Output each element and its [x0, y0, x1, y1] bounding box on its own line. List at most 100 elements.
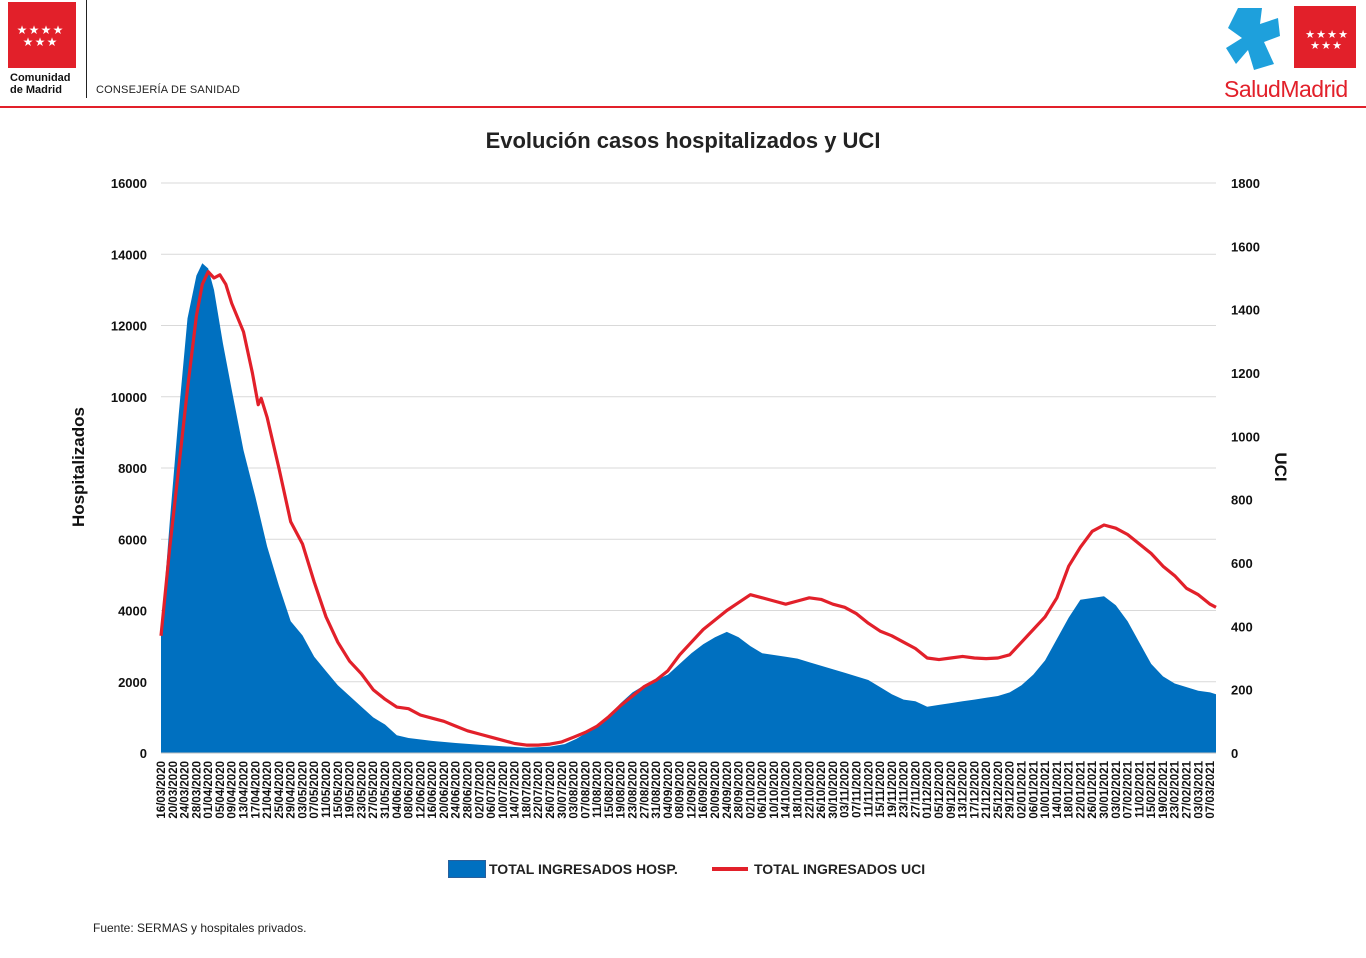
x-tick-label: 09/04/2020	[227, 761, 239, 819]
x-tick-label: 17/12/2020	[969, 761, 981, 819]
y-axis-left: 0 2000 4000 6000 8000 10000 12000 14000 16000	[111, 176, 147, 761]
brand-name: SaludMadrid	[1224, 76, 1348, 102]
y-tick-label-left: 4000	[118, 604, 147, 619]
svg-text:★: ★	[17, 23, 28, 37]
svg-text:★: ★	[35, 35, 46, 49]
x-tick-label: 10/10/2020	[769, 761, 781, 819]
x-tick-label: 07/08/2020	[580, 761, 592, 819]
comunidad-madrid-logo: ★ ★ ★ ★ ★ ★ ★ Comunidad de Madrid	[8, 2, 88, 102]
y-tick-label-right: 600	[1231, 556, 1253, 571]
x-tick-label: 25/04/2020	[274, 761, 286, 819]
x-tick-label: 28/09/2020	[734, 761, 746, 819]
hosp-area-layer	[161, 263, 1216, 753]
y-tick-label-right: 200	[1231, 683, 1253, 698]
svg-text:★: ★	[1327, 28, 1337, 41]
y-tick-label-left: 2000	[118, 675, 147, 690]
x-tick-label: 26/07/2020	[545, 761, 557, 819]
legend-label-uci: TOTAL INGRESADOS UCI	[754, 861, 926, 877]
svg-text:★: ★	[1338, 28, 1348, 41]
x-tick-label: 03/02/2021	[1111, 760, 1123, 818]
x-tick-label: 27/02/2021	[1182, 760, 1194, 818]
x-tick-label: 14/01/2021	[1052, 760, 1064, 818]
x-tick-label: 06/10/2020	[757, 761, 769, 819]
x-tick-label: 07/03/2021	[1205, 760, 1217, 818]
svg-text:★: ★	[1316, 28, 1326, 41]
x-tick-label: 23/05/2020	[356, 761, 368, 819]
x-tick-label: 03/03/2021	[1193, 760, 1205, 818]
source-note: Fuente: SERMAS y hospitales privados.	[93, 921, 307, 935]
x-tick-label: 13/04/2020	[239, 761, 251, 819]
x-tick-label: 07/02/2021	[1123, 760, 1135, 818]
x-tick-label: 31/08/2020	[651, 761, 663, 819]
x-tick-label: 03/11/2020	[840, 761, 852, 818]
x-tick-label: 03/05/2020	[298, 761, 310, 819]
x-tick-label: 28/03/2020	[191, 761, 203, 819]
uci-line	[159, 270, 1217, 747]
x-tick-label: 11/05/2020	[321, 761, 333, 818]
header-red-line	[0, 106, 1366, 108]
x-tick-label: 02/10/2020	[745, 761, 757, 819]
x-tick-label: 02/01/2021	[1017, 760, 1029, 818]
x-tick-label: 26/01/2021	[1087, 760, 1099, 818]
svg-text:★: ★	[1310, 39, 1320, 52]
x-tick-label: 10/01/2021	[1040, 760, 1052, 818]
x-tick-label: 09/12/2020	[946, 761, 958, 819]
x-tick-label: 07/05/2020	[309, 761, 321, 819]
y-tick-label-right: 1000	[1231, 429, 1260, 444]
x-tick-label: 16/03/2020	[156, 761, 168, 819]
x-tick-label: 23/11/2020	[899, 761, 911, 818]
x-tick-label: 04/06/2020	[392, 761, 404, 819]
x-tick-label: 08/06/2020	[404, 761, 416, 819]
x-tick-label: 18/07/2020	[521, 761, 533, 819]
x-tick-label: 01/12/2020	[922, 761, 934, 819]
x-tick-label: 06/07/2020	[486, 761, 498, 819]
x-tick-label: 25/12/2020	[993, 761, 1005, 819]
x-tick-label: 02/07/2020	[474, 761, 486, 819]
svg-text:★: ★	[1321, 39, 1331, 52]
y-tick-label-right: 0	[1231, 746, 1238, 761]
legend-label-hosp: TOTAL INGRESADOS HOSP.	[489, 861, 678, 877]
x-tick-label: 24/06/2020	[451, 761, 463, 819]
x-tick-label: 29/04/2020	[286, 761, 298, 819]
y-tick-label-right: 400	[1231, 619, 1253, 634]
x-tick-label: 19/08/2020	[616, 761, 628, 819]
x-tick-label: 30/10/2020	[828, 761, 840, 819]
header-divider	[86, 0, 87, 98]
chart-title: Evolución casos hospitalizados y UCI	[485, 128, 881, 153]
x-tick-label: 20/03/2020	[168, 761, 180, 819]
x-tick-label: 31/05/2020	[380, 761, 392, 819]
x-tick-label: 15/11/2020	[875, 761, 887, 818]
svg-text:★: ★	[41, 23, 52, 37]
x-tick-label: 13/12/2020	[958, 761, 970, 819]
svg-text:★: ★	[47, 35, 58, 49]
legend: TOTAL INGRESADOS HOSP. TOTAL INGRESADOS …	[0, 858, 1366, 880]
x-tick-label: 16/06/2020	[427, 761, 439, 819]
x-tick-label: 12/06/2020	[415, 761, 427, 819]
x-tick-label: 19/11/2020	[887, 761, 899, 818]
x-tick-label: 21/12/2020	[981, 761, 993, 819]
legend-item-hosp: TOTAL INGRESADOS HOSP.	[448, 858, 678, 880]
y-tick-label-right: 1400	[1231, 303, 1260, 318]
x-tick-label: 23/02/2021	[1170, 760, 1182, 818]
gridlines	[161, 182, 1216, 683]
svg-text:★: ★	[29, 23, 40, 37]
x-tick-label: 14/10/2020	[781, 761, 793, 819]
x-tick-label: 23/08/2020	[628, 761, 640, 819]
uci-line-layer	[159, 270, 1217, 747]
x-tick-label: 20/06/2020	[439, 761, 451, 819]
x-tick-label: 22/07/2020	[533, 761, 545, 819]
svg-text:★: ★	[1332, 39, 1342, 52]
y-tick-label-left: 16000	[111, 176, 147, 191]
x-axis: 16/03/2020 20/03/2020 24/03/2020 28/03/2020…	[156, 752, 1217, 819]
x-tick-label: 03/08/2020	[569, 761, 581, 819]
x-tick-label: 08/09/2020	[675, 761, 687, 819]
legend-swatch-uci	[712, 867, 748, 871]
x-tick-label: 11/02/2021	[1134, 760, 1146, 818]
y-tick-label-right: 1200	[1231, 366, 1260, 381]
salud-madrid-logo: ★ ★ ★ ★ ★ ★ ★ SaludMadrid	[1224, 4, 1360, 104]
x-tick-label: 18/01/2021	[1064, 760, 1076, 818]
x-tick-label: 18/10/2020	[793, 761, 805, 819]
x-tick-label: 30/07/2020	[557, 761, 569, 819]
x-tick-label: 24/03/2020	[180, 761, 192, 819]
y-tick-label-right: 1800	[1231, 176, 1260, 191]
